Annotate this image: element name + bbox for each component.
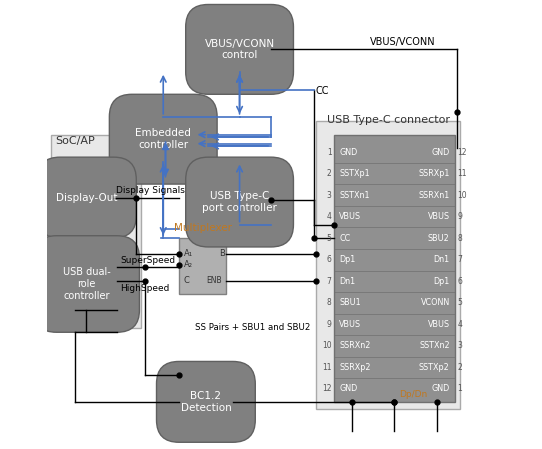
Text: VBUS/VCONN: VBUS/VCONN: [370, 37, 435, 47]
Text: 6: 6: [457, 277, 462, 286]
Text: GND: GND: [431, 148, 450, 157]
Text: 2: 2: [327, 169, 332, 178]
Text: SBU1: SBU1: [339, 298, 361, 307]
Text: SSTXp2: SSTXp2: [419, 363, 450, 372]
Text: Dp1: Dp1: [434, 277, 450, 286]
Text: Display-Out: Display-Out: [56, 193, 118, 202]
Text: 2: 2: [457, 363, 462, 372]
Text: 8: 8: [327, 298, 332, 307]
Text: 7: 7: [327, 277, 332, 286]
Text: Dp1: Dp1: [339, 255, 356, 264]
Text: 3: 3: [327, 191, 332, 200]
Text: SoC/AP: SoC/AP: [55, 136, 95, 145]
Text: SS Pairs + SBU1 and SBU2: SS Pairs + SBU1 and SBU2: [195, 323, 310, 332]
FancyBboxPatch shape: [109, 94, 217, 184]
Text: Dn1: Dn1: [339, 277, 356, 286]
Text: BC1.2
Detection: BC1.2 Detection: [180, 391, 231, 413]
Text: SSTXn2: SSTXn2: [419, 341, 450, 350]
Text: SuperSpeed: SuperSpeed: [120, 255, 176, 264]
FancyBboxPatch shape: [186, 157, 293, 247]
Text: Dn1: Dn1: [434, 255, 450, 264]
Text: 9: 9: [457, 212, 462, 221]
Text: SSRXn2: SSRXn2: [339, 341, 371, 350]
Bar: [316, 121, 460, 409]
Text: 4: 4: [457, 320, 462, 329]
Text: Multiplexer: Multiplexer: [173, 223, 231, 233]
Text: HighSpeed: HighSpeed: [120, 284, 170, 293]
Text: 8: 8: [457, 234, 462, 243]
Text: 3: 3: [457, 341, 462, 350]
Text: SSRXp2: SSRXp2: [339, 363, 371, 372]
Text: VBUS/VCONN
control: VBUS/VCONN control: [204, 39, 275, 60]
Text: VBUS: VBUS: [339, 212, 362, 221]
Text: 4: 4: [327, 212, 332, 221]
Text: 5: 5: [457, 298, 462, 307]
Text: 12: 12: [457, 148, 467, 157]
Text: GND: GND: [431, 384, 450, 393]
Text: C: C: [183, 276, 189, 285]
Bar: [179, 238, 226, 294]
Text: SSRXp1: SSRXp1: [418, 169, 450, 178]
Text: USB dual-
role
controller: USB dual- role controller: [63, 268, 111, 300]
Text: GND: GND: [339, 148, 358, 157]
Text: 9: 9: [327, 320, 332, 329]
Text: A₂: A₂: [183, 260, 192, 269]
Text: CC: CC: [316, 86, 330, 96]
FancyBboxPatch shape: [34, 236, 139, 332]
Text: 10: 10: [457, 191, 467, 200]
Text: 12: 12: [322, 384, 332, 393]
Text: 10: 10: [322, 341, 332, 350]
Text: VBUS: VBUS: [428, 212, 450, 221]
Text: 11: 11: [457, 169, 467, 178]
Text: Embedded
controller: Embedded controller: [136, 128, 191, 150]
Text: 7: 7: [457, 255, 462, 264]
Text: Dp/Dn: Dp/Dn: [399, 390, 427, 399]
Text: ENB: ENB: [206, 276, 222, 285]
FancyBboxPatch shape: [37, 157, 136, 238]
Bar: [334, 135, 455, 402]
Text: VBUS: VBUS: [428, 320, 450, 329]
Text: 6: 6: [327, 255, 332, 264]
Text: SSRXn1: SSRXn1: [418, 191, 450, 200]
Text: USB Type-C connector: USB Type-C connector: [327, 115, 450, 125]
Text: 1: 1: [327, 148, 332, 157]
FancyBboxPatch shape: [157, 361, 255, 442]
Text: 1: 1: [457, 384, 462, 393]
Text: SSTXp1: SSTXp1: [339, 169, 370, 178]
Text: A₁: A₁: [183, 249, 192, 258]
Bar: [51, 135, 141, 328]
FancyBboxPatch shape: [186, 4, 293, 94]
Text: 11: 11: [322, 363, 332, 372]
Text: USB Type-C
port controller: USB Type-C port controller: [202, 191, 277, 213]
Text: B: B: [220, 249, 225, 258]
Text: SSTXn1: SSTXn1: [339, 191, 370, 200]
Text: CC: CC: [339, 234, 351, 243]
Text: VBUS: VBUS: [339, 320, 362, 329]
Text: GND: GND: [339, 384, 358, 393]
Text: SBU2: SBU2: [428, 234, 450, 243]
Text: VCONN: VCONN: [421, 298, 450, 307]
Text: 5: 5: [327, 234, 332, 243]
Text: Display Signals: Display Signals: [116, 186, 185, 195]
